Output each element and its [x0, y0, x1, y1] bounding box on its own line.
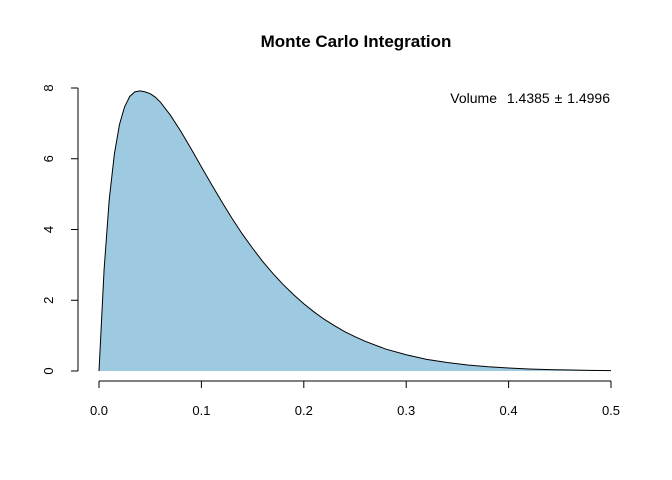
x-axis: 0.0 0.1 0.2 0.3 0.4 0.5 — [90, 380, 620, 418]
plus-minus-symbol: ± — [555, 90, 563, 106]
volume-label: Volume — [450, 90, 497, 106]
volume-annotation: Volume 1.4385 ± 1.4996 — [450, 90, 610, 106]
volume-value: 1.4385 — [507, 90, 550, 106]
y-tick-label: 4 — [41, 226, 56, 233]
chart-title: Monte Carlo Integration — [261, 32, 452, 51]
x-tick-label: 0.2 — [295, 403, 313, 418]
x-tick-label: 0.5 — [602, 403, 620, 418]
area-fill — [99, 90, 611, 371]
x-tick-label: 0.0 — [90, 403, 108, 418]
x-tick-label: 0.1 — [192, 403, 210, 418]
plot-area — [98, 90, 612, 372]
y-axis: 0 2 4 6 8 — [41, 84, 79, 375]
x-tick-label: 0.4 — [500, 403, 518, 418]
density-curve — [98, 90, 612, 372]
volume-error: 1.4996 — [567, 90, 610, 106]
y-tick-label: 6 — [41, 155, 56, 162]
y-tick-label: 8 — [41, 84, 56, 91]
y-tick-label: 0 — [41, 367, 56, 374]
y-tick-label: 2 — [41, 297, 56, 304]
x-tick-label: 0.3 — [397, 403, 415, 418]
